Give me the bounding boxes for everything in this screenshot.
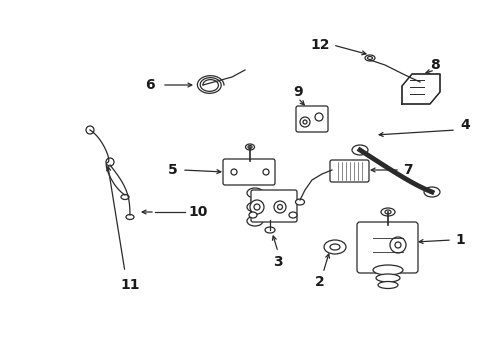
Ellipse shape [264,227,274,233]
Circle shape [106,158,114,166]
Text: 6: 6 [145,78,155,92]
Circle shape [314,113,323,121]
Text: 12: 12 [310,38,329,52]
Circle shape [394,242,400,248]
Ellipse shape [250,212,259,216]
Ellipse shape [380,208,394,216]
Ellipse shape [250,198,259,202]
Circle shape [249,200,264,214]
Ellipse shape [246,188,263,198]
Ellipse shape [288,212,296,218]
FancyBboxPatch shape [223,159,274,185]
Ellipse shape [377,282,397,288]
Text: 4: 4 [459,118,469,132]
FancyBboxPatch shape [356,222,417,273]
Ellipse shape [121,194,129,199]
Ellipse shape [248,212,257,218]
Circle shape [303,120,306,124]
Ellipse shape [375,274,399,282]
Text: 9: 9 [293,85,302,99]
Text: 7: 7 [402,163,412,177]
Ellipse shape [372,265,402,275]
Ellipse shape [126,215,134,220]
Ellipse shape [246,202,263,212]
Circle shape [299,117,309,127]
Ellipse shape [295,199,304,205]
Polygon shape [401,74,439,104]
Ellipse shape [351,145,367,155]
FancyBboxPatch shape [250,190,296,222]
Ellipse shape [367,57,372,59]
Circle shape [389,237,405,253]
Ellipse shape [247,145,251,149]
Ellipse shape [245,144,254,150]
FancyBboxPatch shape [329,160,368,182]
FancyBboxPatch shape [295,106,327,132]
Ellipse shape [329,244,339,250]
Circle shape [253,204,260,210]
Ellipse shape [423,187,439,197]
Text: 2: 2 [314,275,324,289]
Text: 1: 1 [454,233,464,247]
Text: 5: 5 [168,163,178,177]
Ellipse shape [384,210,390,214]
Text: 8: 8 [429,58,439,72]
Text: 11: 11 [120,278,140,292]
Circle shape [230,169,237,175]
Ellipse shape [364,55,374,61]
Circle shape [277,204,282,210]
Text: 3: 3 [273,255,282,269]
Ellipse shape [324,240,346,254]
Circle shape [273,201,285,213]
Text: 10: 10 [187,205,207,219]
Ellipse shape [246,216,263,226]
Circle shape [86,126,94,134]
Circle shape [263,169,268,175]
